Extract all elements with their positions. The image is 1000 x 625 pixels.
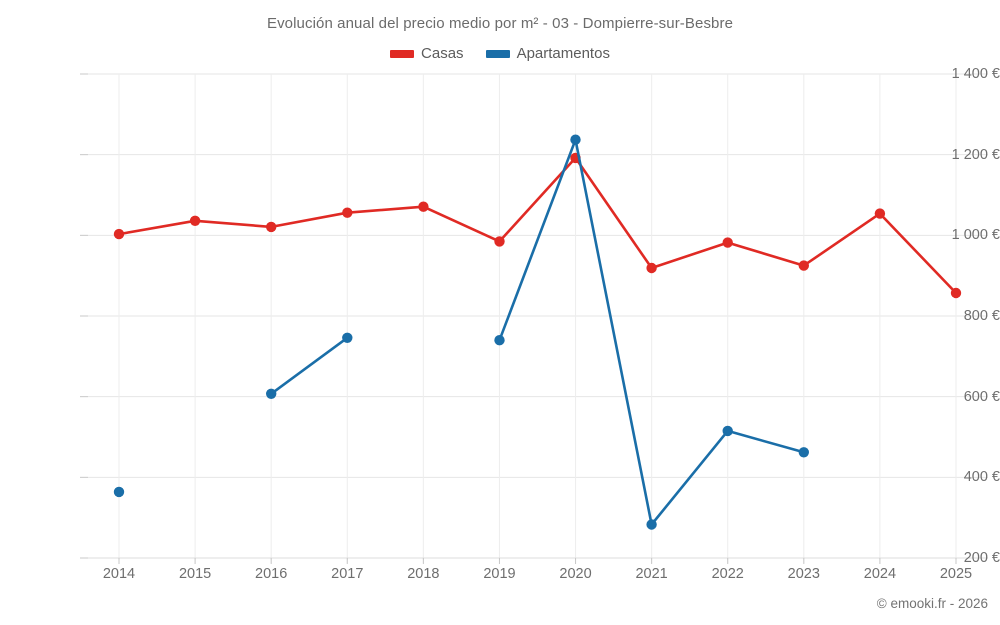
series-casas [113,152,962,299]
series-line [269,336,349,396]
data-point[interactable] [570,134,581,145]
data-point[interactable] [494,236,505,247]
data-point[interactable] [113,486,125,498]
footer-credit: © emooki.fr - 2026 [876,596,988,611]
data-point[interactable] [342,207,353,218]
gridlines [88,73,988,559]
x-axis-tick-label: 2020 [559,566,592,582]
y-axis-tick-label: 1 400 € [951,66,1000,82]
data-point[interactable] [646,519,657,530]
legend-label-apartamentos: Apartamentos [516,45,610,62]
data-point[interactable] [646,262,657,274]
x-axis-tick-label: 2023 [787,566,820,582]
series-line [117,156,958,295]
chart-title: Evolución anual del precio medio por m² … [266,15,734,32]
x-axis-tick-label: 2015 [178,566,212,582]
y-axis-tick-label: 600 € [963,388,1000,405]
gridlines-vertical [118,74,957,563]
x-axis-tick-label: 2025 [939,566,973,582]
x-axis-tick-label: 2017 [331,566,364,582]
y-axis-tick-label: 200 € [963,550,1000,566]
data-point[interactable] [874,208,886,219]
data-point[interactable] [113,228,125,240]
data-point[interactable] [798,447,809,458]
series-apartamentos [113,134,809,530]
data-point[interactable] [189,215,201,226]
data-point[interactable] [266,388,277,399]
y-axis-tick-label: 800 € [963,308,1000,324]
data-point[interactable] [798,260,809,271]
data-point[interactable] [266,221,277,233]
x-axis-tick-label: 2016 [255,566,288,582]
x-axis-tick-label: 2014 [102,566,136,582]
data-point[interactable] [494,335,505,346]
data-point[interactable] [950,287,962,299]
y-axis-tick-label: 400 € [963,469,1000,486]
legend-item-apartamentos[interactable]: Apartamentos [485,45,610,62]
chart-legend: Casas Apartamentos [0,45,1000,62]
data-point[interactable] [342,332,353,343]
legend-item-casas[interactable]: Casas [390,45,464,62]
data-point[interactable] [418,201,429,212]
x-axis-tick-label: 2022 [711,566,744,582]
data-point[interactable] [722,425,733,437]
legend-swatch-apartamentos [485,49,510,58]
legend-label-casas: Casas [421,45,464,62]
x-axis-tick-label: 2019 [483,566,516,582]
data-point[interactable] [722,237,733,248]
x-axis-tick-label: 2018 [407,566,440,582]
y-axis-tick-label: 1 000 € [951,227,1000,244]
x-axis-tick-label: 2024 [863,566,897,582]
x-axis-tick-label: 2021 [635,566,668,582]
legend-swatch-casas [390,49,415,58]
y-axis-tick-label: 1 200 € [951,146,1000,163]
